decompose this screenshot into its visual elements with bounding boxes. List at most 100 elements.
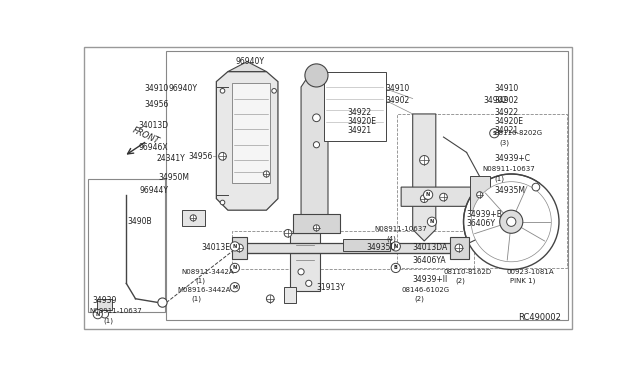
Text: 96940Y: 96940Y [168,84,198,93]
Circle shape [219,153,227,160]
Text: 34910: 34910 [385,84,409,93]
Circle shape [471,182,551,262]
Bar [182,210,205,225]
Text: N: N [233,266,237,270]
Circle shape [507,217,516,226]
Circle shape [391,263,401,273]
Text: 34920E: 34920E [348,117,376,126]
Text: N08911-10637: N08911-10637 [482,166,535,172]
Bar [293,214,340,233]
Circle shape [424,190,433,199]
Bar [166,51,568,320]
Text: (4): (4) [387,235,396,242]
Text: 34935U: 34935U [367,243,396,253]
Text: N: N [394,244,398,249]
Circle shape [440,193,447,201]
Circle shape [263,171,269,177]
Circle shape [463,174,559,269]
Text: 96940Y: 96940Y [236,57,264,66]
Bar [88,179,164,312]
Polygon shape [401,187,482,206]
Circle shape [455,244,463,252]
Polygon shape [301,76,328,225]
Circle shape [420,195,428,202]
Bar [97,299,113,310]
Circle shape [190,215,196,221]
Text: N08911-10637: N08911-10637 [374,227,427,232]
Bar [344,239,390,251]
Text: 08146-6102G: 08146-6102G [402,286,450,292]
Text: (2): (2) [456,278,466,284]
Bar [284,287,296,302]
Circle shape [477,192,483,198]
Text: N: N [426,192,430,197]
Circle shape [305,64,328,87]
Text: (1): (1) [494,175,504,182]
Circle shape [490,129,499,138]
Text: N08911-10637: N08911-10637 [90,308,142,314]
Text: 34013E: 34013E [201,243,230,253]
Text: 34902: 34902 [484,96,508,105]
Text: 34939: 34939 [92,296,116,305]
Circle shape [306,280,312,286]
Text: 34922: 34922 [348,108,371,117]
Bar [470,176,490,210]
Text: 31913Y: 31913Y [316,283,345,292]
Text: 36406YA: 36406YA [413,256,446,265]
Text: S: S [493,131,496,136]
Circle shape [101,310,109,318]
Text: 34910: 34910 [494,84,518,93]
Bar [289,233,320,291]
Text: FRONT: FRONT [131,125,161,146]
Text: (2): (2) [414,295,424,302]
Circle shape [284,230,292,237]
Text: 08110-8162D: 08110-8162D [444,269,492,275]
Polygon shape [216,71,278,210]
Circle shape [391,242,401,251]
Text: 36406Y: 36406Y [467,219,495,228]
Text: 34013D: 34013D [138,121,168,130]
Text: 34950M: 34950M [158,173,189,182]
Text: N: N [430,219,434,224]
Circle shape [314,225,319,231]
Text: M: M [232,285,237,290]
Circle shape [236,244,243,252]
Text: N: N [95,312,100,317]
Text: PINK 1): PINK 1) [509,278,535,284]
Bar [232,83,270,183]
Text: 34920E: 34920E [494,117,524,126]
Text: 34939+B: 34939+B [467,209,502,218]
Text: (3): (3) [500,139,509,146]
Text: 34910: 34910 [145,84,168,93]
Text: 34902: 34902 [494,96,518,105]
Circle shape [314,142,319,148]
Text: M08916-3442A: M08916-3442A [177,286,230,292]
Text: 96944Y: 96944Y [140,186,168,195]
Text: (1): (1) [196,278,205,284]
Circle shape [500,210,523,233]
Circle shape [230,263,239,273]
Text: 3490B: 3490B [128,217,152,226]
Circle shape [220,89,225,93]
Text: B: B [394,266,397,270]
Bar [450,237,469,259]
Text: N08911-3442A: N08911-3442A [182,269,234,275]
Circle shape [93,310,102,319]
Text: 34956: 34956 [144,100,168,109]
Text: RC490002: RC490002 [518,314,561,323]
Bar [324,71,386,141]
Text: 96946X: 96946X [139,142,168,151]
Polygon shape [228,62,266,71]
Bar [232,237,247,259]
Bar [236,243,459,253]
Polygon shape [413,114,436,241]
Circle shape [532,183,540,191]
Circle shape [230,242,239,251]
Bar [232,231,474,269]
Text: 34921: 34921 [348,126,371,135]
Text: (1): (1) [103,317,113,324]
Text: 34939+II: 34939+II [413,275,448,284]
Circle shape [272,89,276,93]
Circle shape [420,155,429,165]
Circle shape [230,283,239,292]
